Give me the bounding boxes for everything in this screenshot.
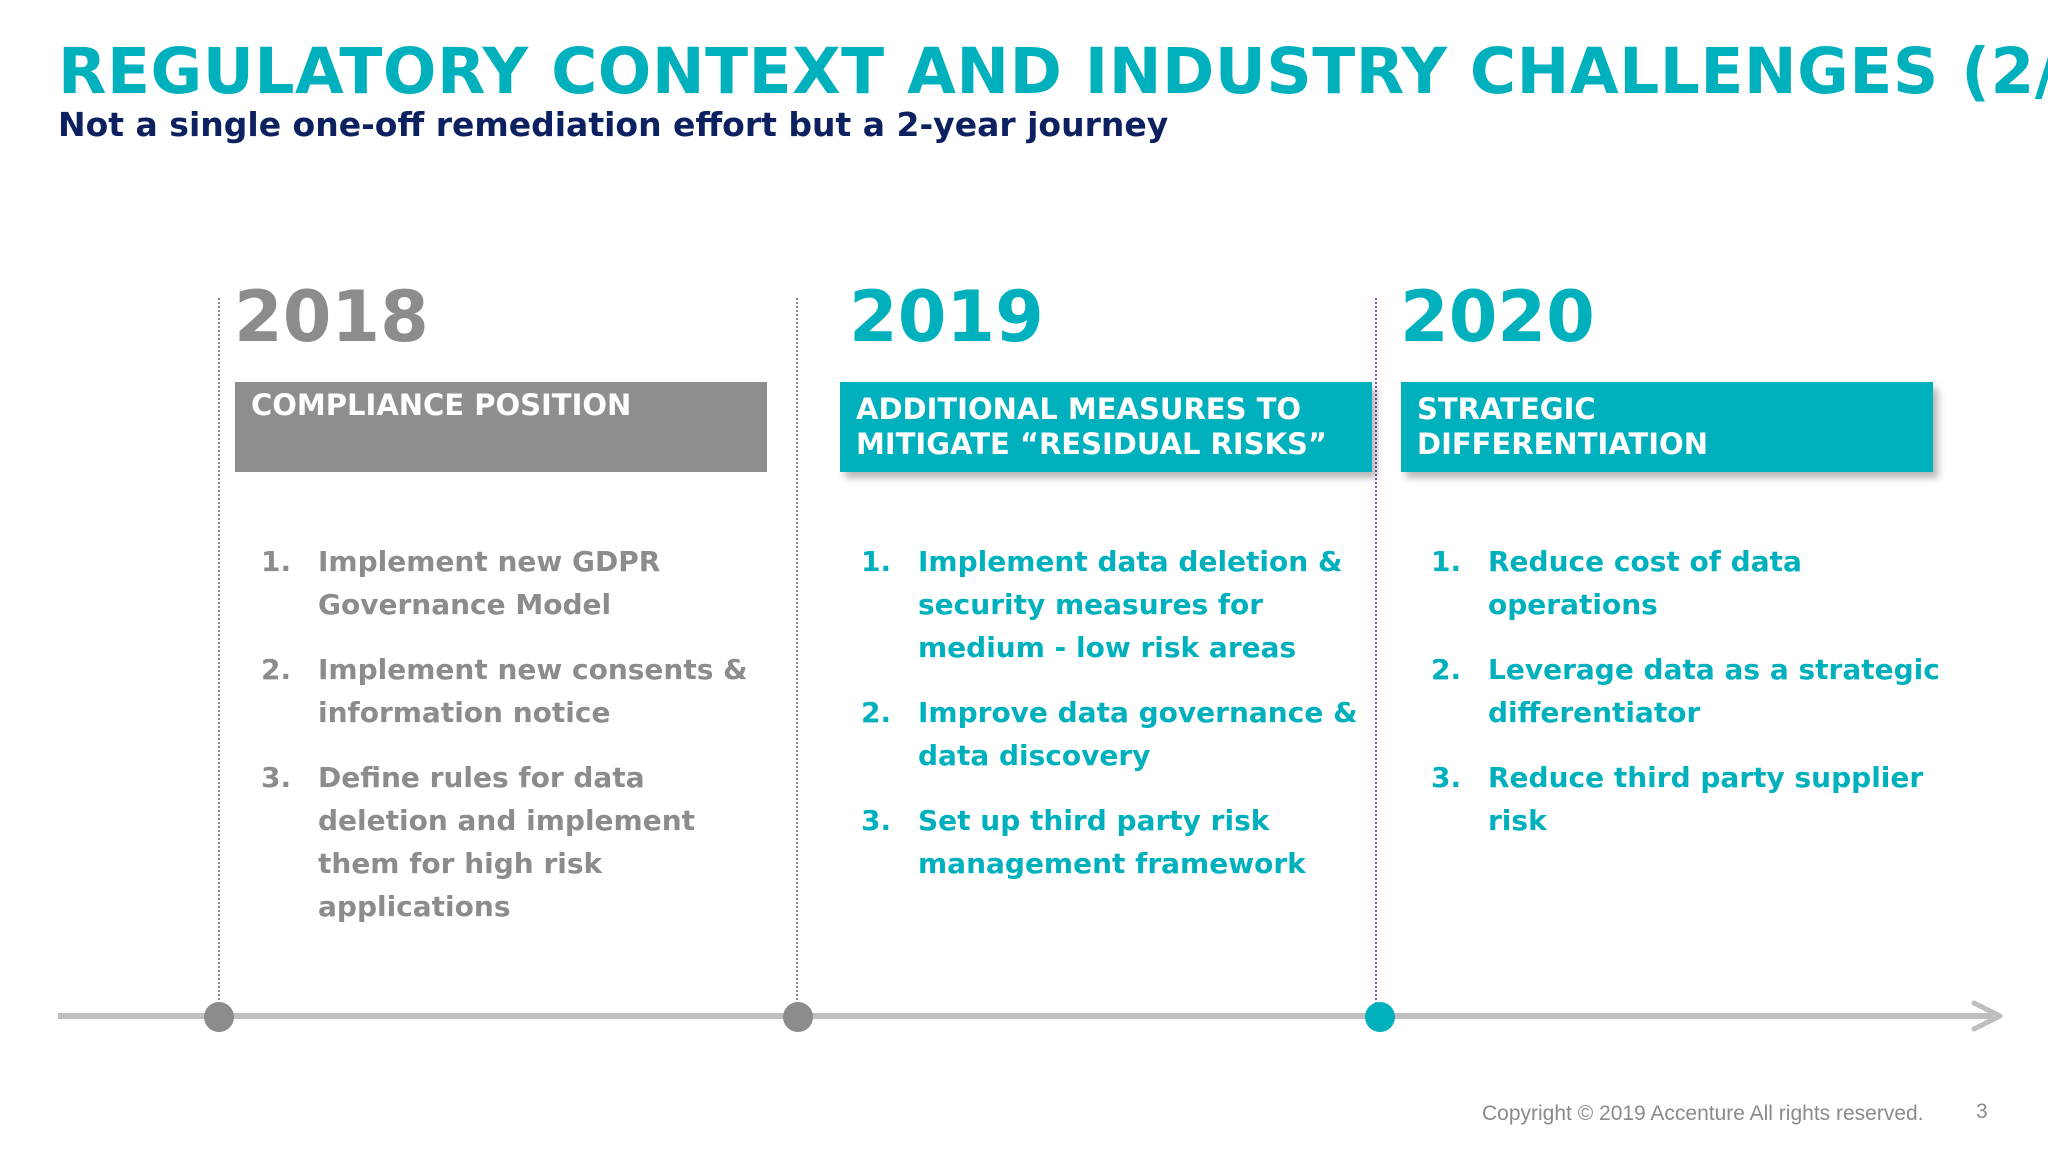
list-item: 1. Reduce cost of data operations <box>1431 540 1951 626</box>
guide-line-2020 <box>1375 298 1377 1016</box>
item-number: 2. <box>861 696 892 729</box>
item-text: Define rules for data deletion and imple… <box>318 761 696 923</box>
item-text: Reduce third party supplier risk <box>1488 761 1924 837</box>
item-text: Implement data deletion & security measu… <box>918 545 1343 664</box>
item-number: 3. <box>261 761 292 794</box>
heading-line: DIFFERENTIATION <box>1417 427 1708 462</box>
item-text: Implement new GDPR Governance Model <box>318 545 661 621</box>
page-number: 3 <box>1976 1100 1988 1123</box>
slide-title: REGULATORY CONTEXT AND INDUSTRY CHALLENG… <box>58 35 2048 108</box>
year-2020: 2020 <box>1400 276 1595 358</box>
timeline-marker-2020 <box>1365 1002 1395 1032</box>
heading-box-2018: COMPLIANCE POSITION <box>235 382 767 472</box>
item-text: Leverage data as a strategic differentia… <box>1488 653 1940 729</box>
list-item: 2. Improve data governance & data discove… <box>861 691 1381 777</box>
item-text: Set up third party risk management frame… <box>918 804 1306 880</box>
item-number: 3. <box>1431 761 1462 794</box>
year-2019: 2019 <box>849 276 1044 358</box>
heading-line: MITIGATE “RESIDUAL RISKS” <box>856 427 1327 462</box>
list-item: 3. Define rules for data deletion and imp… <box>261 756 781 928</box>
item-number: 1. <box>261 545 292 578</box>
item-number: 3. <box>861 804 892 837</box>
year-2018: 2018 <box>234 276 429 358</box>
item-list-2018: 1. Implement new GDPR Governance Model 2.… <box>261 540 781 950</box>
list-item: 2. Leverage data as a strategic different… <box>1431 648 1951 734</box>
item-list-2020: 1. Reduce cost of data operations 2. Lever… <box>1431 540 1951 864</box>
item-text: Implement new consents & information not… <box>318 653 748 729</box>
item-number: 2. <box>1431 653 1462 686</box>
heading-line: COMPLIANCE POSITION <box>251 388 632 422</box>
heading-line: ADDITIONAL MEASURES TO <box>856 392 1301 426</box>
guide-line-2019 <box>796 298 798 1016</box>
timeline-arrow-icon <box>1971 1000 2003 1032</box>
item-text: Reduce cost of data operations <box>1488 545 1802 621</box>
list-item: 1. Implement new GDPR Governance Model <box>261 540 781 626</box>
heading-line: STRATEGIC <box>1417 392 1596 426</box>
list-item: 3. Reduce third party supplier risk <box>1431 756 1951 842</box>
timeline-marker-2018 <box>204 1002 234 1032</box>
timeline-marker-2019 <box>783 1002 813 1032</box>
list-item: 1. Implement data deletion & security mea… <box>861 540 1381 669</box>
item-text: Improve data governance & data discovery <box>918 696 1358 772</box>
slide-subtitle: Not a single one-off remediation effort … <box>58 105 1169 144</box>
list-item: 2. Implement new consents & information n… <box>261 648 781 734</box>
heading-box-2019: ADDITIONAL MEASURES TO MITIGATE “RESIDUA… <box>840 382 1372 472</box>
list-item: 3. Set up third party risk management fra… <box>861 799 1381 885</box>
guide-line-2018 <box>218 298 220 1016</box>
timeline-axis <box>58 1013 1993 1019</box>
heading-box-2020: STRATEGIC DIFFERENTIATION <box>1401 382 1933 472</box>
copyright-notice: Copyright © 2019 Accenture All rights re… <box>1482 1102 1924 1125</box>
item-number: 2. <box>261 653 292 686</box>
item-number: 1. <box>1431 545 1462 578</box>
item-number: 1. <box>861 545 892 578</box>
item-list-2019: 1. Implement data deletion & security mea… <box>861 540 1381 907</box>
